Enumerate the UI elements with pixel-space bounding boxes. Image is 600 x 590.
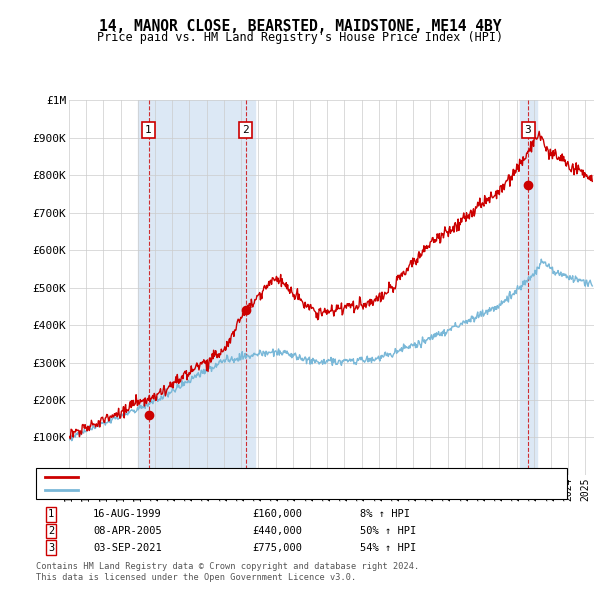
Text: 2: 2	[48, 526, 54, 536]
Text: 1: 1	[145, 125, 152, 135]
Text: 03-SEP-2021: 03-SEP-2021	[93, 543, 162, 552]
Text: HPI: Average price, detached house, Maidstone: HPI: Average price, detached house, Maid…	[85, 485, 355, 495]
Text: 1: 1	[48, 510, 54, 519]
Text: 8% ↑ HPI: 8% ↑ HPI	[360, 510, 410, 519]
Text: £160,000: £160,000	[252, 510, 302, 519]
Text: 16-AUG-1999: 16-AUG-1999	[93, 510, 162, 519]
Text: Price paid vs. HM Land Registry's House Price Index (HPI): Price paid vs. HM Land Registry's House …	[97, 31, 503, 44]
Text: 2: 2	[242, 125, 249, 135]
Bar	[138, 100, 255, 475]
Text: 14, MANOR CLOSE, BEARSTED, MAIDSTONE, ME14 4BY: 14, MANOR CLOSE, BEARSTED, MAIDSTONE, ME…	[99, 19, 501, 34]
Text: £440,000: £440,000	[252, 526, 302, 536]
Text: 3: 3	[48, 543, 54, 552]
Text: £775,000: £775,000	[252, 543, 302, 552]
Text: This data is licensed under the Open Government Licence v3.0.: This data is licensed under the Open Gov…	[36, 573, 356, 582]
Text: Contains HM Land Registry data © Crown copyright and database right 2024.: Contains HM Land Registry data © Crown c…	[36, 562, 419, 571]
Text: 54% ↑ HPI: 54% ↑ HPI	[360, 543, 416, 552]
Text: 50% ↑ HPI: 50% ↑ HPI	[360, 526, 416, 536]
Bar	[520, 100, 537, 475]
Text: 14, MANOR CLOSE, BEARSTED, MAIDSTONE, ME14 4BY (detached house): 14, MANOR CLOSE, BEARSTED, MAIDSTONE, ME…	[85, 472, 463, 482]
Text: 3: 3	[524, 125, 532, 135]
Text: 08-APR-2005: 08-APR-2005	[93, 526, 162, 536]
